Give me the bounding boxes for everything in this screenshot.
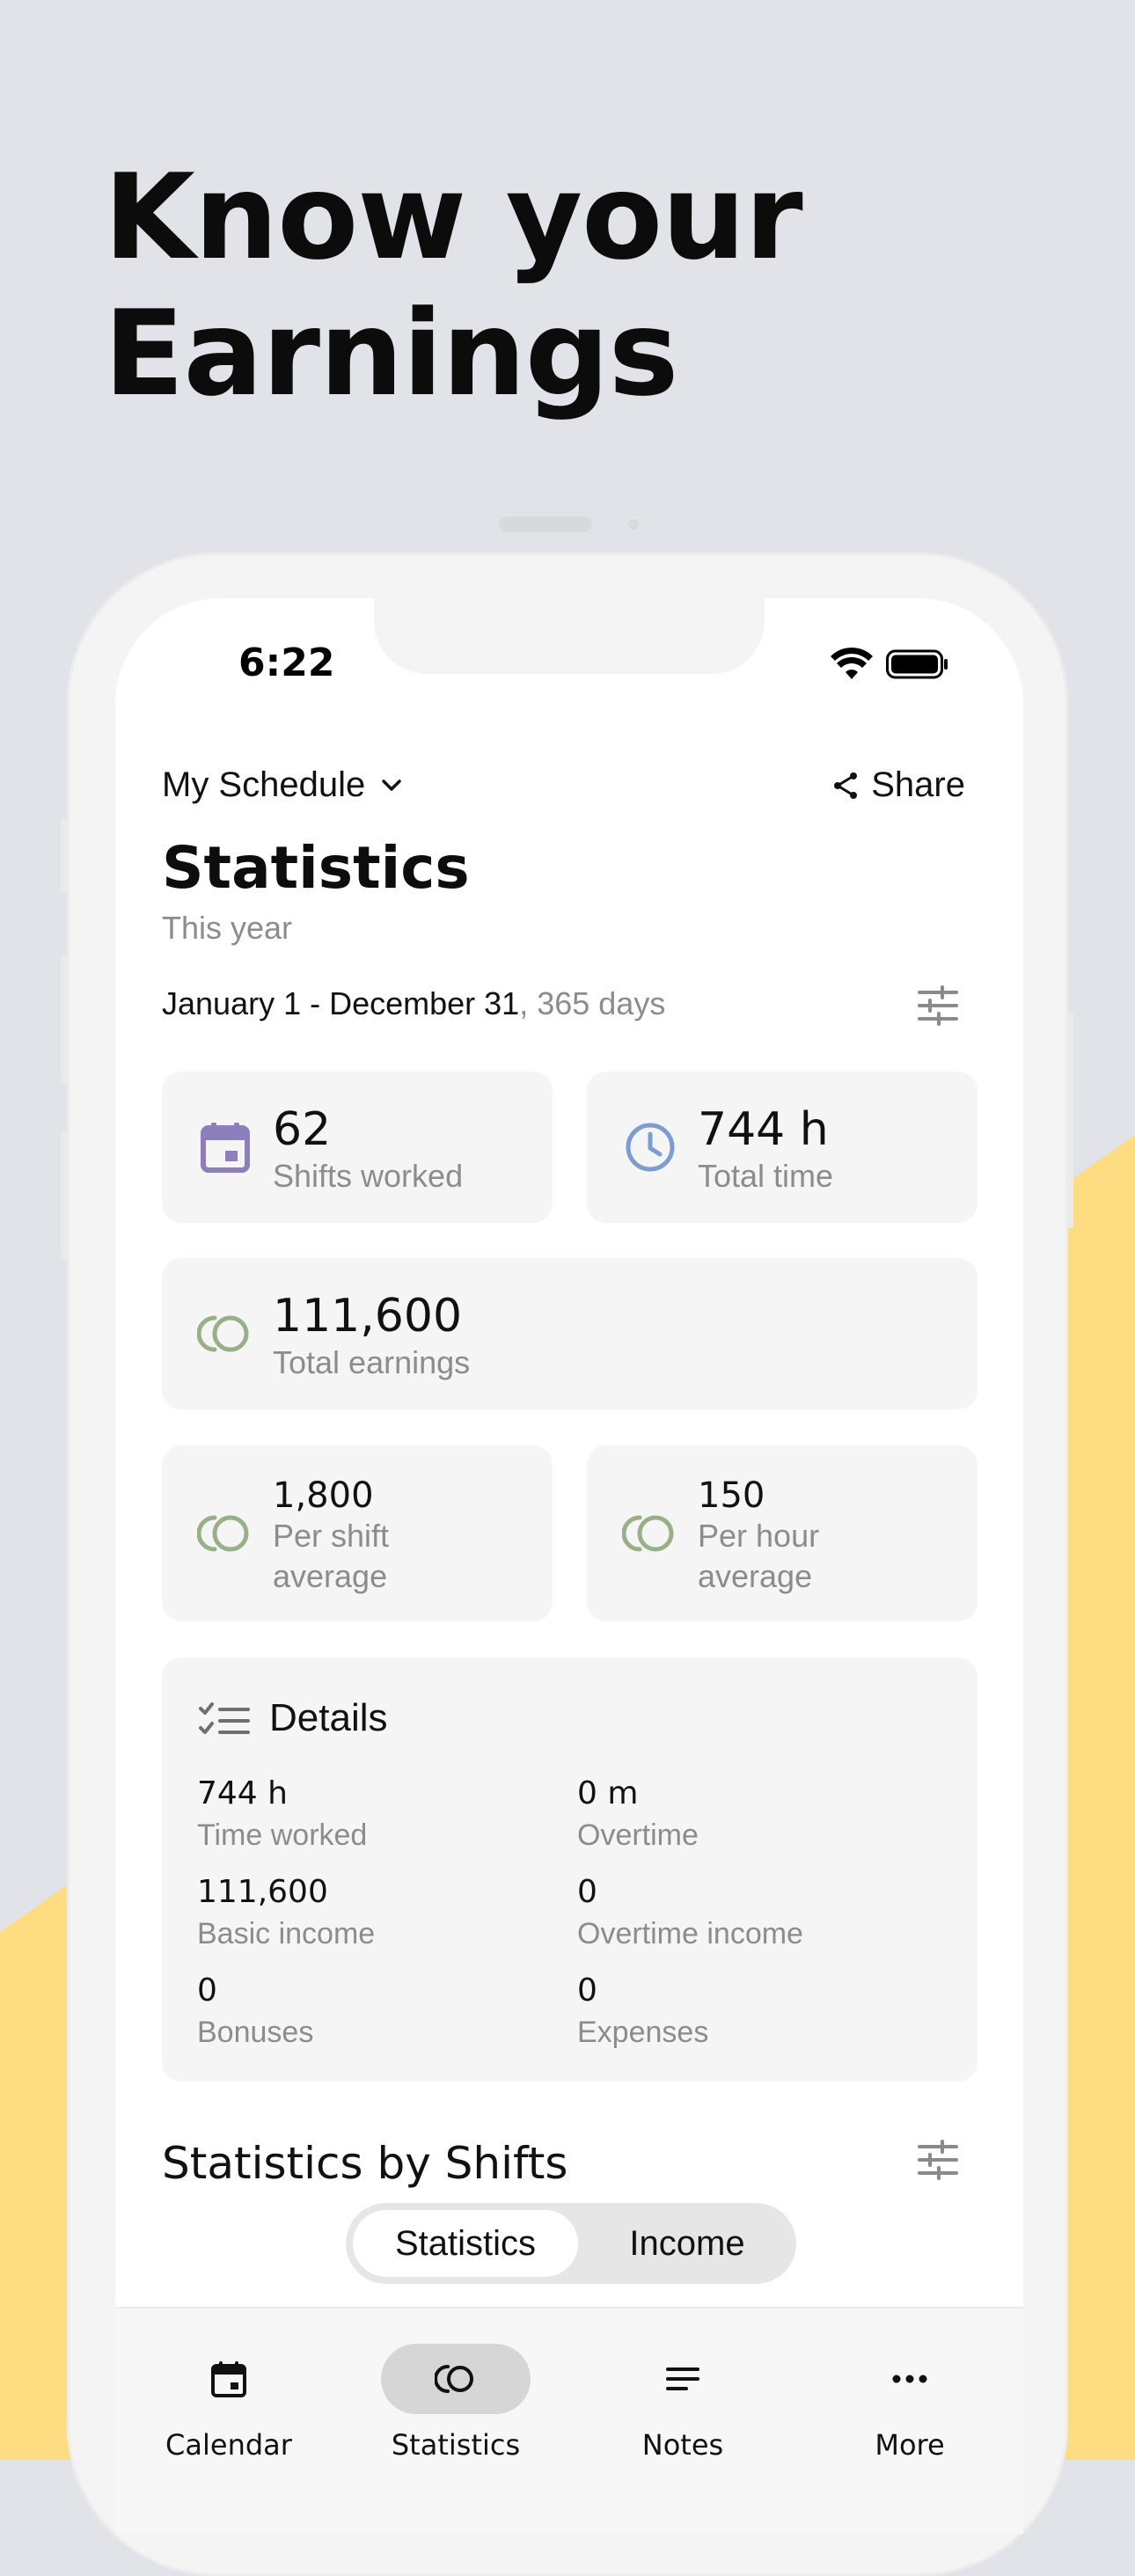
more-icon: [835, 2344, 985, 2414]
phone-screen: 6:22 My Schedule Share Statistics This y…: [115, 598, 1023, 2534]
notes-icon: [608, 2344, 758, 2414]
calendar-icon: [154, 2344, 304, 2414]
phone-volume-down: [61, 1131, 70, 1260]
detail-label: Bonuses: [197, 2016, 314, 2049]
phone-camera-dot: [628, 519, 639, 530]
share-label: Share: [871, 765, 965, 804]
date-range-days: , 365 days: [519, 985, 666, 1021]
shifts-segmented-control: Statistics Income: [346, 2203, 796, 2284]
status-time: 6:22: [238, 640, 335, 685]
total-earnings-label: Total earnings: [273, 1344, 471, 1380]
headline-line-2: Earnings: [104, 285, 678, 422]
shifts-worked-value: 62: [273, 1103, 332, 1156]
detail-bonuses: 0 Bonuses: [197, 1972, 313, 2050]
detail-label: Overtime: [577, 1819, 699, 1852]
tab-label: Statistics: [391, 2428, 521, 2462]
per-shift-label-line1: Per shift: [273, 1518, 390, 1554]
segment-income[interactable]: Income: [629, 2223, 745, 2263]
battery-icon: [886, 649, 948, 679]
date-range-text: January 1 - December 31: [162, 985, 520, 1021]
tab-more[interactable]: More: [796, 2335, 1023, 2476]
total-time-card[interactable]: 744 h Total time: [587, 1072, 978, 1223]
phone-mute-switch: [61, 818, 70, 894]
per-hour-label-line2: average: [698, 1558, 813, 1594]
details-title: Details: [269, 1696, 388, 1739]
tab-label: Notes: [641, 2428, 724, 2462]
headline: Know your Earnings: [104, 149, 803, 422]
shifts-worked-label: Shifts worked: [273, 1158, 464, 1194]
shifts-filter-icon[interactable]: [916, 2138, 960, 2182]
detail-value: 0 m: [577, 1775, 639, 1811]
total-time-label: Total time: [698, 1158, 834, 1194]
details-card: Details 744 h Time worked 0 m Overtime 1…: [162, 1658, 978, 2082]
detail-time-worked: 744 h Time worked: [197, 1775, 367, 1853]
coins-icon: [622, 1515, 674, 1552]
date-range: January 1 - December 31, 365 days: [162, 985, 665, 1022]
share-button[interactable]: Share: [831, 765, 965, 805]
period-subtitle: This year: [162, 910, 293, 946]
detail-expenses: 0 Expenses: [577, 1972, 708, 2050]
per-shift-label: Per shift average: [273, 1516, 389, 1597]
detail-overtime-income: 0 Overtime income: [577, 1874, 803, 1951]
tab-statistics[interactable]: Statistics: [342, 2335, 569, 2476]
chevron-down-icon: [382, 779, 401, 791]
detail-label: Basic income: [197, 1917, 376, 1950]
detail-value: 0: [197, 1972, 217, 2009]
per-shift-label-line2: average: [273, 1558, 388, 1594]
detail-value: 744 h: [197, 1775, 288, 1811]
segment-statistics[interactable]: Statistics: [353, 2210, 578, 2277]
coins-icon: [381, 2344, 531, 2414]
tab-label: More: [875, 2428, 945, 2462]
per-shift-average-card[interactable]: 1,800 Per shift average: [162, 1445, 553, 1621]
tab-calendar[interactable]: Calendar: [115, 2335, 342, 2476]
calendar-icon: [201, 1123, 250, 1173]
total-earnings-value: 111,600: [273, 1290, 463, 1343]
per-hour-average-card[interactable]: 150 Per hour average: [587, 1445, 978, 1621]
tab-bar: Calendar Statistics Notes: [115, 2307, 1023, 2534]
detail-value: 0: [577, 1874, 597, 1910]
detail-value: 0: [577, 1972, 597, 2009]
checklist-icon: [199, 1702, 250, 1734]
per-shift-value: 1,800: [273, 1475, 374, 1516]
statistics-by-shifts-title: Statistics by Shifts: [162, 2138, 568, 2189]
headline-line-1: Know your: [104, 149, 803, 286]
page-title: Statistics: [162, 834, 470, 902]
phone-volume-up: [61, 955, 70, 1084]
per-hour-label: Per hour average: [698, 1516, 819, 1597]
per-hour-label-line1: Per hour: [698, 1518, 820, 1554]
coins-icon: [197, 1515, 249, 1552]
detail-label: Overtime income: [577, 1917, 803, 1950]
phone-speaker: [499, 516, 592, 532]
phone-notch: [374, 598, 765, 674]
share-icon: [834, 772, 858, 799]
detail-overtime: 0 m Overtime: [577, 1775, 699, 1853]
detail-label: Time worked: [197, 1819, 368, 1852]
schedule-label: My Schedule: [162, 765, 366, 804]
total-earnings-card[interactable]: 111,600 Total earnings: [162, 1258, 978, 1409]
total-time-value: 744 h: [698, 1103, 829, 1156]
detail-basic-income: 111,600 Basic income: [197, 1874, 375, 1951]
filter-settings-icon[interactable]: [916, 984, 960, 1028]
wifi-icon: [831, 648, 873, 679]
tab-notes[interactable]: Notes: [569, 2335, 796, 2476]
clock-icon: [626, 1123, 675, 1172]
coins-icon: [197, 1315, 249, 1352]
shifts-worked-card[interactable]: 62 Shifts worked: [162, 1072, 553, 1223]
phone-power-button: [1065, 1012, 1073, 1228]
detail-label: Expenses: [577, 2016, 709, 2049]
detail-value: 111,600: [197, 1874, 328, 1910]
per-hour-value: 150: [698, 1475, 765, 1516]
tab-label: Calendar: [165, 2428, 292, 2462]
schedule-selector[interactable]: My Schedule: [162, 765, 404, 805]
